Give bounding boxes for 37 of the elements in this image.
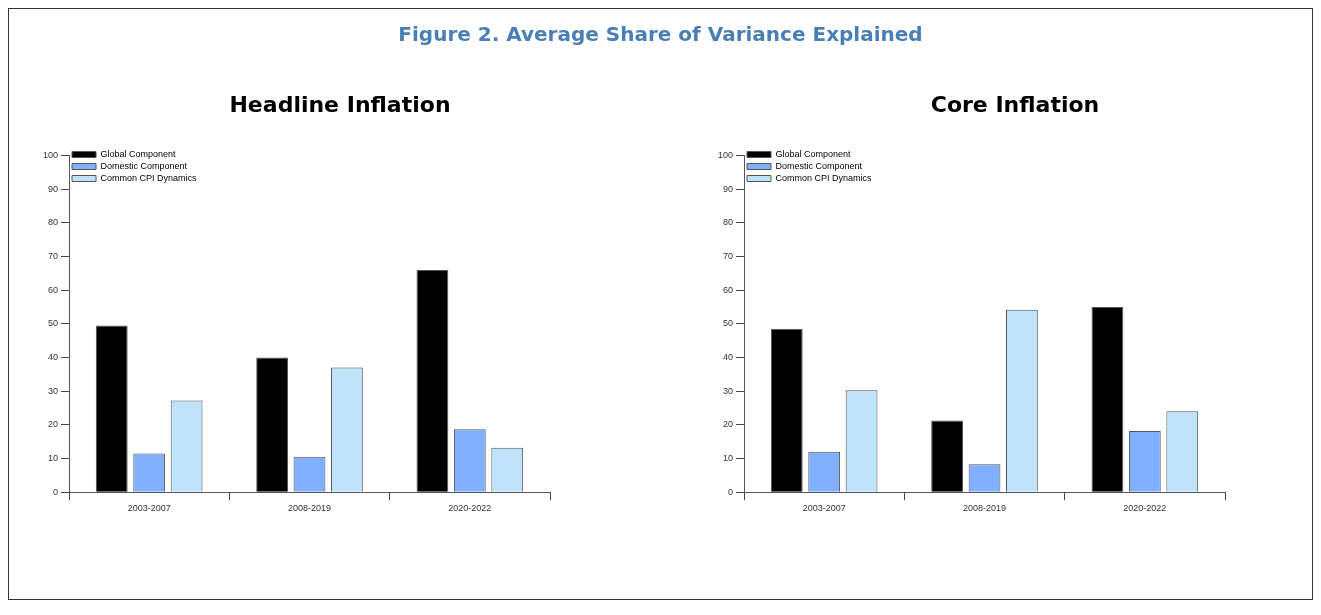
y-tick-label: 0 xyxy=(53,486,59,497)
y-tick-label: 80 xyxy=(48,217,59,228)
y-tick-label: 40 xyxy=(723,351,734,362)
y-tick-label: 30 xyxy=(48,385,59,396)
y-tick-label: 20 xyxy=(48,419,59,430)
y-tick-label: 30 xyxy=(723,385,734,396)
chart-title: Headline Inflation xyxy=(228,92,452,117)
y-tick-label: 90 xyxy=(48,183,59,194)
caption: Figure 2. Average Share of Variance Explained xyxy=(397,22,924,46)
y-tick-label: 60 xyxy=(723,284,734,295)
x-tick-label: 2003-2007 xyxy=(127,503,171,514)
chart-title: Core Inflation xyxy=(929,92,1101,117)
y-tick-label: 10 xyxy=(723,453,734,463)
legend-label: Domestic Component xyxy=(100,160,188,171)
y-tick-label: 70 xyxy=(48,250,59,261)
y-tick-label: 40 xyxy=(48,351,59,362)
y-tick-label: 70 xyxy=(723,250,734,261)
y-tick-label: 100 xyxy=(717,149,734,160)
y-tick-label: 80 xyxy=(723,217,734,228)
x-tick-label: 2020-2022 xyxy=(1123,503,1167,514)
x-tick-label: 2020-2022 xyxy=(448,503,492,514)
legend-label: Global Component xyxy=(775,148,852,159)
y-tick-label: 10 xyxy=(48,453,59,463)
x-tick-label: 2003-2007 xyxy=(802,503,846,514)
y-tick-label: 20 xyxy=(723,419,734,430)
y-tick-label: 50 xyxy=(48,318,59,329)
x-tick-label: 2008-2019 xyxy=(962,503,1007,514)
legend-label: Common CPI Dynamics xyxy=(775,172,873,183)
y-tick-label: 100 xyxy=(42,149,59,160)
y-tick-label: 0 xyxy=(728,486,734,497)
y-tick-label: 50 xyxy=(723,318,734,329)
legend-label: Global Component xyxy=(100,148,177,159)
y-tick-label: 90 xyxy=(723,183,734,194)
legend-label: Domestic Component xyxy=(775,160,863,171)
x-tick-label: 2008-2019 xyxy=(287,503,332,514)
legend-label: Common CPI Dynamics xyxy=(100,172,198,183)
y-tick-label: 60 xyxy=(48,284,59,295)
